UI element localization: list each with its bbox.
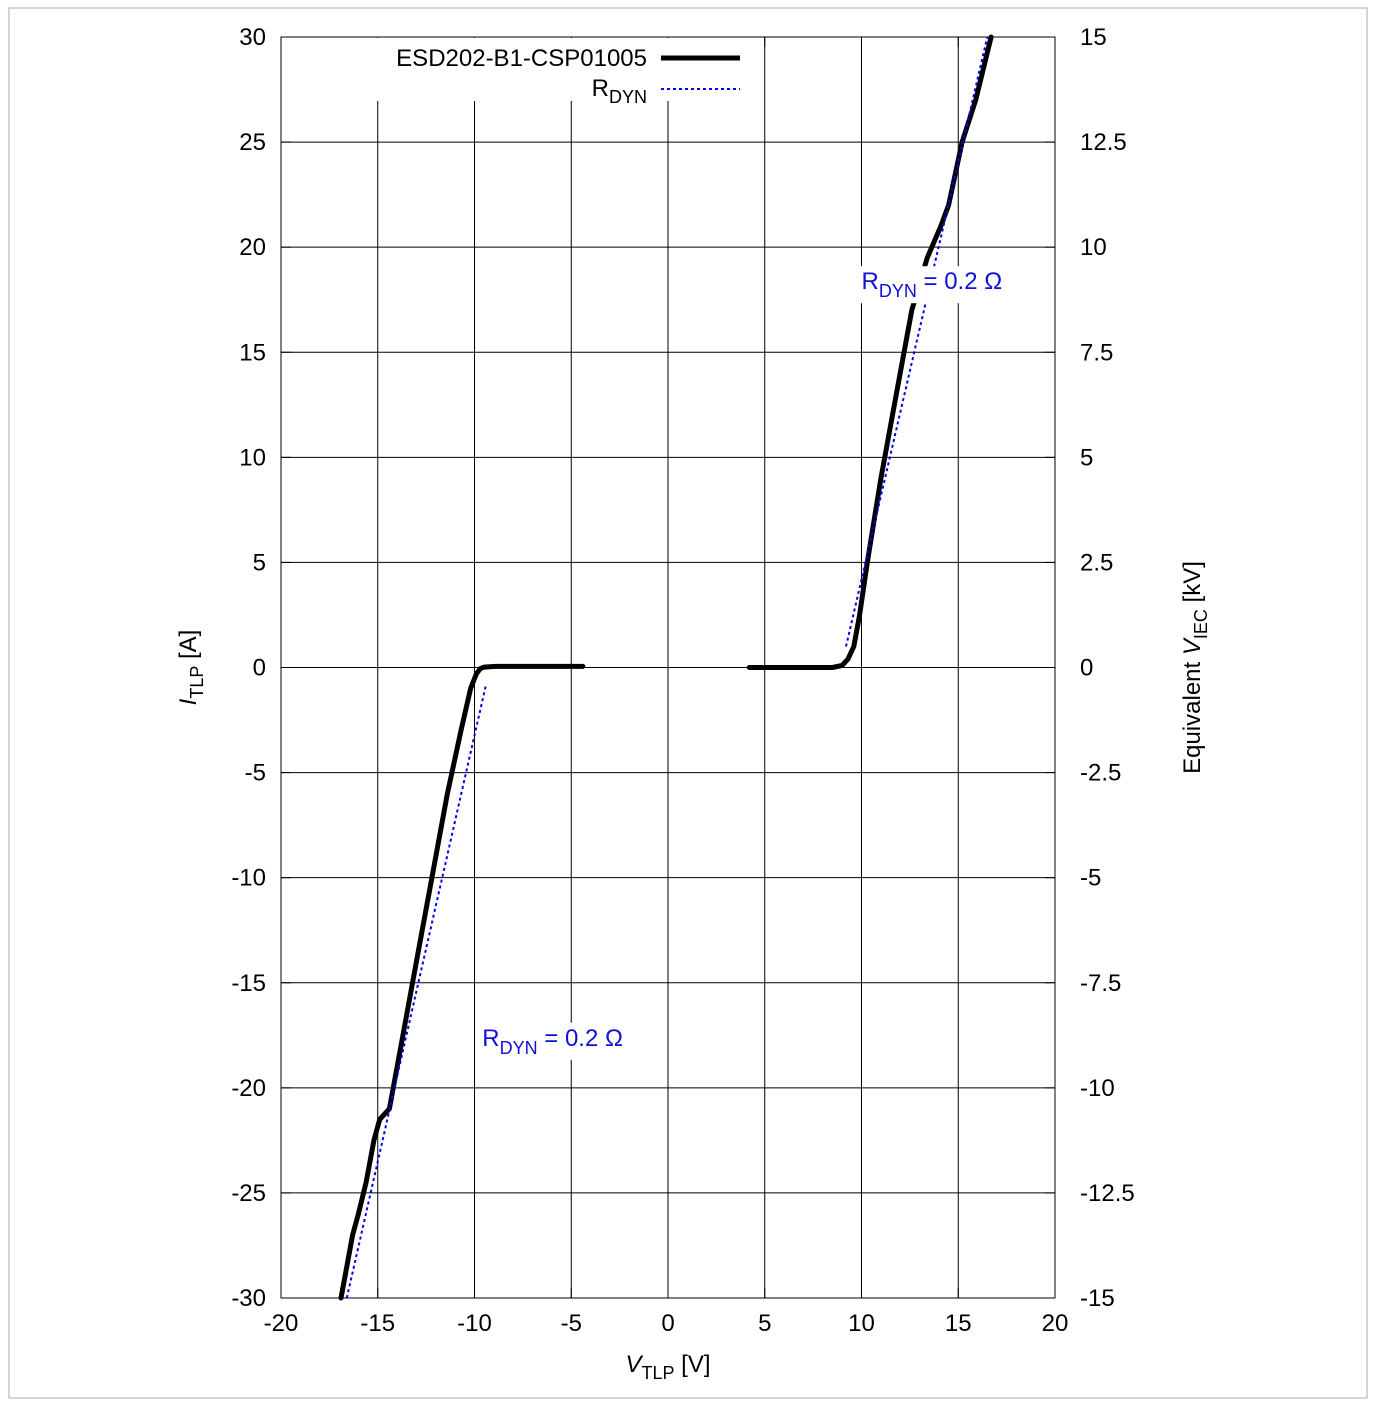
rdyn-annotation-main: R: [482, 1025, 499, 1052]
rdyn-annotation-main: R: [862, 268, 879, 295]
y2-tick-label: 5: [1080, 444, 1093, 471]
rdyn-annotation-value: = 0.2 Ω: [917, 268, 1002, 295]
legend-label-device: ESD202-B1-CSP01005: [396, 45, 647, 72]
y-tick-label: 30: [239, 24, 266, 51]
x-axis-label: VTLP [V]: [625, 1351, 710, 1383]
y2-tick-label: -2.5: [1080, 760, 1121, 787]
y2-tick-label: 10: [1080, 234, 1107, 261]
series-group: [338, 34, 994, 1301]
x-axis-label-main: V: [625, 1351, 643, 1378]
annotation-bg: [857, 266, 1007, 304]
y2-axis-label-unit: [kV]: [1179, 561, 1206, 609]
legend-label-rdyn: RDYN: [592, 75, 647, 107]
x-tick-label: -15: [360, 1310, 395, 1337]
x-tick-label: -20: [264, 1310, 299, 1337]
x-axis-label-unit: [V]: [675, 1351, 711, 1378]
y2-tick-label: 2.5: [1080, 549, 1113, 576]
x-tick-label: 5: [758, 1310, 771, 1337]
y-axis-label-main: I: [175, 698, 202, 705]
rdyn-line-segment: [345, 684, 488, 1299]
rdyn-annotation: RDYN = 0.2 Ω: [482, 1025, 623, 1058]
y-tick-label: -15: [231, 970, 266, 997]
y-tick-label: -10: [231, 865, 266, 892]
y-tick-label: 0: [253, 655, 266, 682]
legend: ESD202-B1-CSP01005 RDYN: [282, 38, 745, 107]
x-tick-labels: -20 -15 -10 -5 0 5 10 15 20: [264, 1310, 1069, 1337]
y2-tick-label: 7.5: [1080, 339, 1113, 366]
legend-label-rdyn-main: R: [592, 75, 609, 102]
y2-tick-label: -5: [1080, 865, 1101, 892]
plot-frame: [280, 36, 1056, 1299]
rdyn-annotation-value: = 0.2 Ω: [538, 1025, 623, 1052]
rdyn-line-segment: [845, 36, 989, 647]
y2-tick-label: -15: [1080, 1285, 1115, 1312]
annotation-bg: [478, 1022, 627, 1060]
y-tick-labels: -30 -25 -20 -15 -10 -5 0 5 10 15 20 25 30: [231, 24, 266, 1312]
x-tick-label: 15: [945, 1310, 972, 1337]
y2-tick-label: 12.5: [1080, 129, 1127, 156]
x-tick-label: 0: [661, 1310, 674, 1337]
x-axis-label-sub: TLP: [641, 1363, 674, 1383]
y-axis-label: ITLP [A]: [175, 630, 207, 706]
y-axis-label-sub: TLP: [187, 666, 207, 699]
rdyn-annotation: RDYN = 0.2 Ω: [862, 268, 1003, 301]
y2-axis-label: Equivalent VIEC [kV]: [1179, 561, 1211, 774]
y2-axis-label-sub: IEC: [1191, 609, 1211, 639]
y-axis-label-unit: [A]: [175, 630, 202, 666]
y-tick-label: 5: [253, 549, 266, 576]
y2-tick-label: -12.5: [1080, 1180, 1135, 1207]
y2-axis-label-prefix: Equivalent: [1179, 655, 1206, 774]
y2-axis-label-main: V: [1179, 637, 1206, 655]
x-tick-label: -10: [457, 1310, 492, 1337]
y-tick-label: 10: [239, 444, 266, 471]
rdyn-annotation-sub: DYN: [879, 281, 917, 301]
y-tick-label: 15: [239, 339, 266, 366]
x-tick-label: 10: [848, 1310, 875, 1337]
x-tick-label: 20: [1042, 1310, 1069, 1337]
x-tick-label: -5: [561, 1310, 582, 1337]
y2-tick-labels: -15 -12.5 -10 -7.5 -5 -2.5 0 2.5 5 7.5 10 12.5 15: [1080, 24, 1135, 1312]
y-tick-label: 20: [239, 234, 266, 261]
y2-tick-label: 0: [1080, 655, 1093, 682]
y2-tick-label: 15: [1080, 24, 1107, 51]
y-tick-label: -25: [231, 1180, 266, 1207]
y2-tick-label: -10: [1080, 1075, 1115, 1102]
figure-frame: [8, 7, 1368, 1399]
legend-label-rdyn-sub: DYN: [609, 87, 647, 107]
y-tick-label: -5: [245, 760, 266, 787]
device-curve-segment: [338, 663, 586, 1301]
rdyn-annotation-sub: DYN: [500, 1038, 538, 1058]
y-tick-label: -30: [231, 1285, 266, 1312]
y2-tick-label: -7.5: [1080, 970, 1121, 997]
y-tick-label: 25: [239, 129, 266, 156]
y-tick-label: -20: [231, 1075, 266, 1102]
